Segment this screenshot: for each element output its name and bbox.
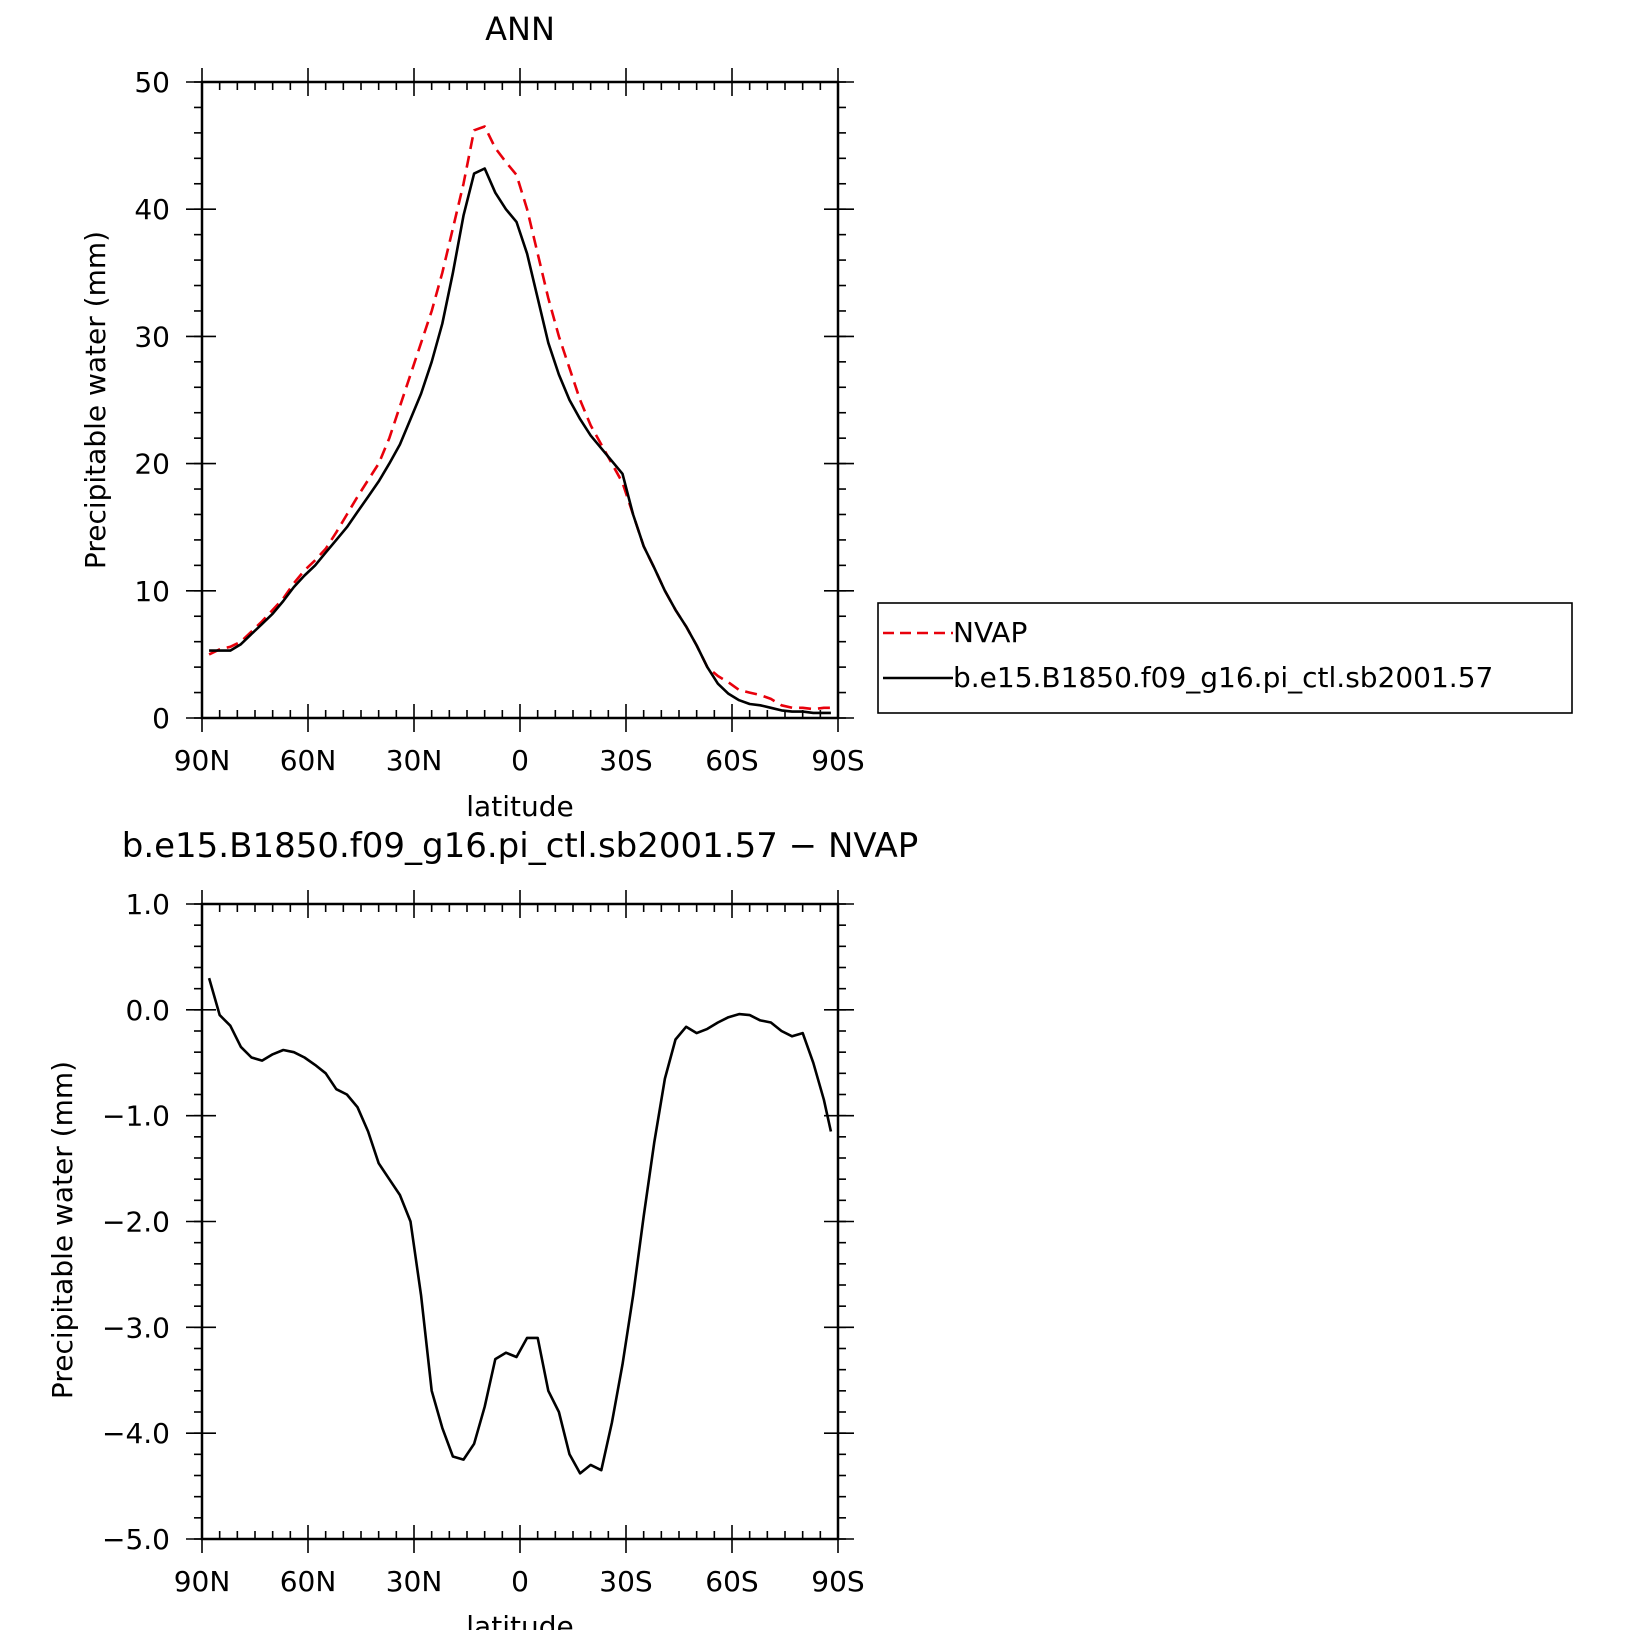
- x-axis-label: latitude: [466, 1610, 573, 1630]
- y-tick-label: 0.0: [125, 994, 170, 1027]
- chart-title: ANN: [485, 10, 555, 48]
- x-tick-label: 60N: [280, 1565, 337, 1598]
- legend-box: [877, 602, 1573, 714]
- y-tick-label: −3.0: [102, 1311, 170, 1344]
- x-tick-label: 30N: [386, 1565, 443, 1598]
- y-tick-label: 0: [152, 702, 170, 735]
- y-axis-label: Precipitable water (mm): [46, 1061, 79, 1399]
- y-tick-label: 1.0: [125, 888, 170, 921]
- x-tick-label: 90N: [174, 1565, 231, 1598]
- y-tick-label: 10: [134, 575, 170, 608]
- legend-label-nvap: NVAP: [953, 616, 1027, 649]
- chart-top: ANN 90N 60N 30N 0 30S 60S 90S 0 10 20 30 40 50 latit…: [79, 10, 1573, 823]
- series-line-nvap: [208, 125, 831, 711]
- y-tick-label: −2.0: [102, 1206, 170, 1239]
- plot-frame: [200, 80, 840, 720]
- x-tick-label: 60N: [280, 744, 337, 777]
- x-tick-label: 90S: [811, 744, 864, 777]
- x-tick-label: 90S: [811, 1565, 864, 1598]
- y-tick-label: 40: [134, 193, 170, 226]
- x-axis-label: latitude: [466, 790, 573, 823]
- y-tick-label: −4.0: [102, 1417, 170, 1450]
- y-tick-label: 20: [134, 448, 170, 481]
- chart-bottom: b.e15.B1850.f09_g16.pi_ctl.sb2001.57 − N…: [46, 826, 918, 1630]
- x-tick-label: 30N: [386, 744, 443, 777]
- y-tick-label: 50: [134, 66, 170, 99]
- plot-area: 90N 60N 30N 0 30S 60S 90S 0 10 20 30 40 50: [134, 66, 864, 777]
- x-tick-label: 30S: [599, 744, 652, 777]
- y-axis-label: Precipitable water (mm): [79, 231, 112, 569]
- legend: NVAP b.e15.B1850.f09_g16.pi_ctl.sb2001.5…: [877, 602, 1573, 714]
- x-tick-label: 30S: [599, 1565, 652, 1598]
- y-tick-label: −5.0: [102, 1523, 170, 1556]
- x-tick-label: 0: [511, 744, 529, 777]
- chart-title: b.e15.B1850.f09_g16.pi_ctl.sb2001.57 − N…: [122, 826, 919, 866]
- series-line-1: [207, 977, 833, 1475]
- x-tick-label: 90N: [174, 744, 231, 777]
- plot-area: 90N 60N 30N 0 30S 60S 90S 1.0 0.0 −1.0 −2.0 −3.0 −4.…: [102, 888, 865, 1598]
- series-line-b-e15-b1850-f09-g16-pi-ctl-sb2001-57: [209, 167, 831, 715]
- plot-frame: [200, 902, 840, 1541]
- y-tick-label: 30: [134, 320, 170, 353]
- legend-label-model: b.e15.B1850.f09_g16.pi_ctl.sb2001.57: [953, 661, 1493, 694]
- y-tick-label: −1.0: [102, 1100, 170, 1133]
- x-tick-label: 60S: [705, 1565, 758, 1598]
- x-tick-label: 0: [511, 1565, 529, 1598]
- x-tick-label: 60S: [705, 744, 758, 777]
